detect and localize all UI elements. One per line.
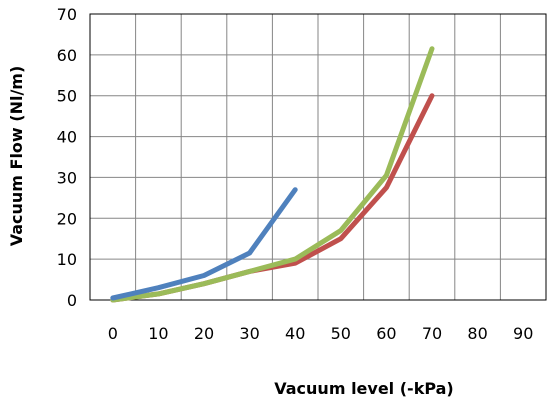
y-tick-label: 50 — [57, 87, 77, 106]
x-tick-label: 10 — [148, 324, 168, 343]
x-tick-label: 60 — [376, 324, 396, 343]
y-tick-label: 70 — [57, 5, 77, 24]
x-tick-label: 70 — [422, 324, 442, 343]
x-tick-label: 90 — [513, 324, 533, 343]
series-layer — [110, 46, 435, 303]
x-tick-label: 40 — [285, 324, 305, 343]
series-line-1 — [110, 187, 298, 301]
x-tick-label: 30 — [239, 324, 259, 343]
y-tick-labels: 0 10 20 30 40 50 60 70 — [57, 5, 77, 310]
x-axis-title: Vacuum level (-kPa) — [274, 379, 453, 398]
gridlines — [90, 13, 546, 301]
x-tick-labels: 0 10 20 30 40 50 60 70 80 90 — [108, 324, 534, 343]
x-tick-label: 20 — [194, 324, 214, 343]
y-tick-label: 60 — [57, 46, 77, 65]
y-tick-label: 0 — [67, 291, 77, 310]
plot-area — [89, 13, 547, 301]
x-tick-label: 50 — [331, 324, 351, 343]
y-tick-label: 20 — [57, 209, 77, 228]
x-tick-label: 80 — [467, 324, 487, 343]
y-axis-title: Vacuum Flow (Nl/m) — [7, 66, 26, 247]
y-tick-label: 40 — [57, 128, 77, 147]
x-tick-label: 0 — [108, 324, 118, 343]
series-line-3 — [110, 46, 435, 303]
y-tick-label: 10 — [57, 250, 77, 269]
y-tick-label: 30 — [57, 168, 77, 187]
